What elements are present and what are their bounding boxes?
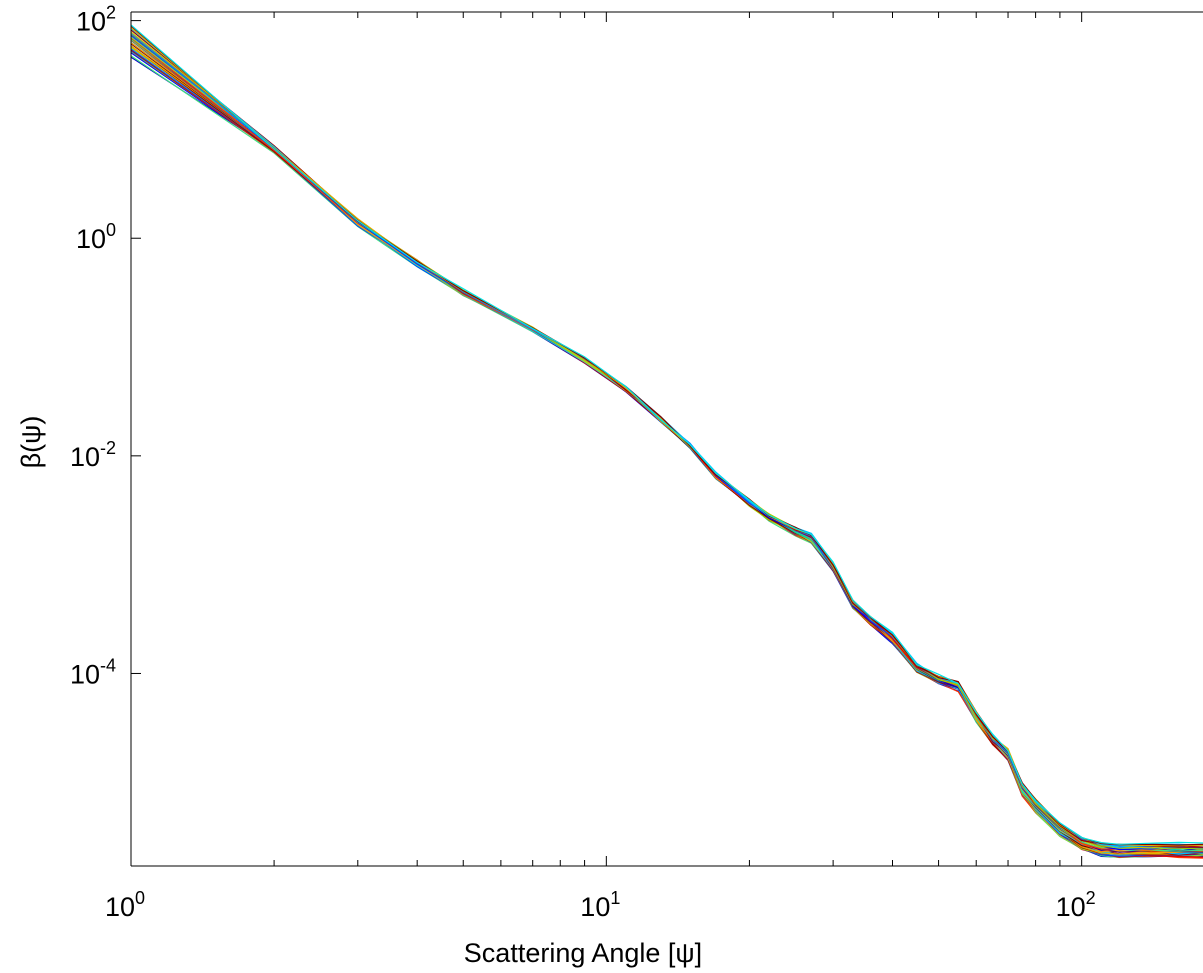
y-tick-label: 10-2 <box>70 438 116 472</box>
x-tick-label: 100 <box>105 888 145 922</box>
x-axis-label: Scattering Angle [ψ] <box>464 938 702 968</box>
series-layer <box>131 24 1203 859</box>
series-line <box>131 24 1203 845</box>
y-tick-label: 102 <box>76 3 116 37</box>
y-tick-label: 10-4 <box>70 655 116 689</box>
x-tick-label: 101 <box>580 888 620 922</box>
axes-layer <box>130 11 1203 867</box>
y-tick-label: 100 <box>76 220 116 254</box>
labels-layer: 100 101 102 102 100 10-2 10-4 <box>70 3 1096 922</box>
y-axis-label: β(ψ) <box>16 416 46 469</box>
x-tick-label: 102 <box>1056 888 1096 922</box>
